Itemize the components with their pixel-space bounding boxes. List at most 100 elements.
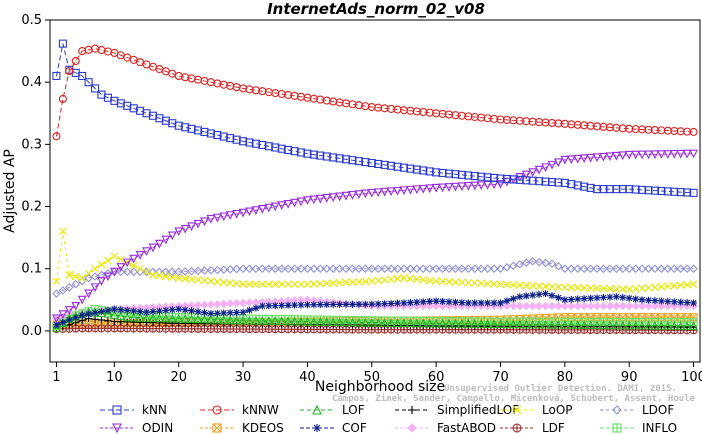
data-point [483, 319, 493, 328]
y-tick-label: 0.5 [21, 13, 42, 28]
data-point [251, 315, 261, 325]
data-point [193, 219, 203, 229]
data-point [117, 306, 125, 314]
data-point [547, 301, 557, 311]
data-point [476, 181, 486, 191]
data-point [663, 126, 672, 135]
data-point [650, 320, 660, 330]
data-point [599, 185, 608, 194]
data-point [444, 183, 454, 192]
data-point [528, 176, 537, 185]
data-point [380, 187, 390, 197]
data-point [393, 274, 402, 283]
data-point [122, 258, 132, 268]
data-point [490, 173, 499, 182]
data-point [167, 313, 177, 323]
data-point [130, 307, 138, 315]
data-point [560, 319, 570, 329]
data-point [116, 263, 126, 272]
data-point [225, 299, 235, 308]
data-point [444, 318, 454, 328]
data-point [213, 265, 222, 275]
data-point [245, 207, 254, 217]
data-point [515, 301, 525, 311]
legend-marker [612, 405, 622, 415]
data-point [418, 318, 428, 328]
data-point [669, 321, 679, 330]
data-point [689, 321, 698, 330]
data-point [503, 280, 511, 289]
data-point [631, 150, 641, 160]
data-point [316, 151, 325, 160]
data-point [232, 209, 242, 219]
data-point [496, 264, 505, 274]
data-point [566, 320, 576, 329]
data-point [669, 264, 679, 274]
data-point [264, 316, 274, 325]
data-point [412, 318, 422, 328]
data-point [682, 321, 692, 330]
data-point [573, 264, 583, 274]
data-point [142, 247, 151, 257]
series-loop [52, 227, 698, 294]
data-point [110, 252, 119, 261]
data-point [612, 301, 621, 311]
data-point [393, 186, 402, 196]
data-point [618, 264, 628, 274]
legend-marker [612, 423, 622, 433]
data-point [676, 281, 685, 290]
data-point [123, 318, 131, 326]
data-point [181, 306, 189, 314]
data-point [180, 267, 190, 276]
data-point [541, 301, 550, 311]
data-point [676, 321, 686, 330]
data-point [212, 213, 222, 223]
data-point [592, 301, 602, 311]
data-point [676, 127, 685, 136]
data-point [412, 165, 421, 174]
data-point [625, 185, 634, 194]
data-point [110, 318, 118, 326]
data-point [348, 300, 356, 308]
data-point [155, 114, 164, 123]
x-tick-label: 70 [492, 370, 509, 385]
data-point [496, 180, 505, 189]
data-point [245, 280, 254, 289]
data-point [586, 264, 595, 274]
data-point [270, 316, 280, 326]
data-point [516, 293, 524, 301]
data-point [689, 280, 698, 289]
data-point [650, 126, 660, 135]
data-point [97, 46, 106, 55]
data-point [290, 264, 299, 274]
legend-marker [512, 405, 522, 415]
data-point [335, 317, 344, 327]
series-layer [52, 39, 698, 335]
data-point [373, 188, 383, 198]
data-point [412, 275, 421, 284]
data-point [129, 267, 138, 277]
data-point [116, 255, 125, 264]
legend-marker [408, 406, 416, 414]
data-point [322, 279, 331, 288]
series-knnw [52, 44, 698, 141]
data-point [439, 297, 447, 305]
data-point [663, 150, 673, 159]
data-point [239, 280, 247, 289]
data-point [129, 254, 139, 264]
data-point [161, 313, 171, 323]
data-point [431, 264, 441, 274]
data-point [406, 185, 415, 195]
data-point [316, 279, 325, 288]
data-point [380, 317, 390, 327]
legend-label: LDF [542, 421, 565, 434]
data-point [354, 264, 364, 274]
data-point [290, 147, 299, 156]
legend-marker [512, 423, 522, 433]
data-point [644, 150, 653, 160]
data-point [399, 186, 409, 196]
data-point [303, 301, 311, 309]
data-point [432, 168, 441, 177]
data-point [605, 152, 615, 162]
